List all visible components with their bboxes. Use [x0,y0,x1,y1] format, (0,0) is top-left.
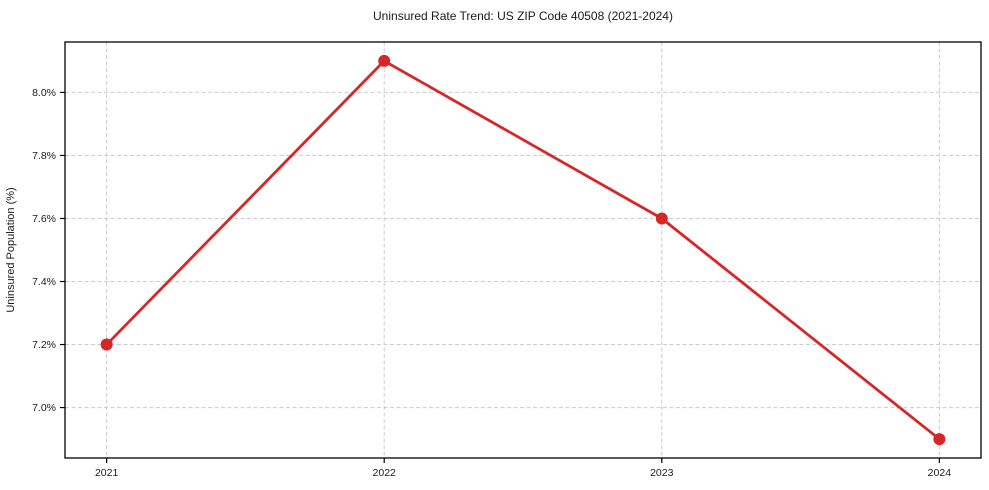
grid-layer [65,42,981,458]
y-tick-label: 7.0% [32,402,56,414]
y-tick-label: 7.4% [32,276,56,288]
x-tick-label: 2024 [928,467,952,479]
y-tick-label: 7.2% [32,339,56,351]
data-point [655,212,668,225]
x-tick-label: 2021 [95,467,119,479]
y-axis-label: Uninsured Population (%) [5,187,17,312]
axes-layer [64,41,982,459]
x-tick-label: 2022 [373,467,397,479]
x-tick-label: 2023 [650,467,674,479]
plot-border [64,41,982,459]
trend-line [105,59,941,441]
y-tick-label: 8.0% [32,87,56,99]
series-layer [100,54,946,446]
y-tick-label: 7.6% [32,213,56,225]
data-point [100,338,113,351]
data-point [378,54,391,67]
tick-layer: 7.0% 7.2% 7.4% 7.6% 7.8% 8.0% 2021 2022 2023 2024 [32,87,951,479]
chart-title: Uninsured Rate Trend: US ZIP Code 40508 … [373,9,673,23]
data-point [933,433,946,446]
y-tick-label: 7.8% [32,150,56,162]
